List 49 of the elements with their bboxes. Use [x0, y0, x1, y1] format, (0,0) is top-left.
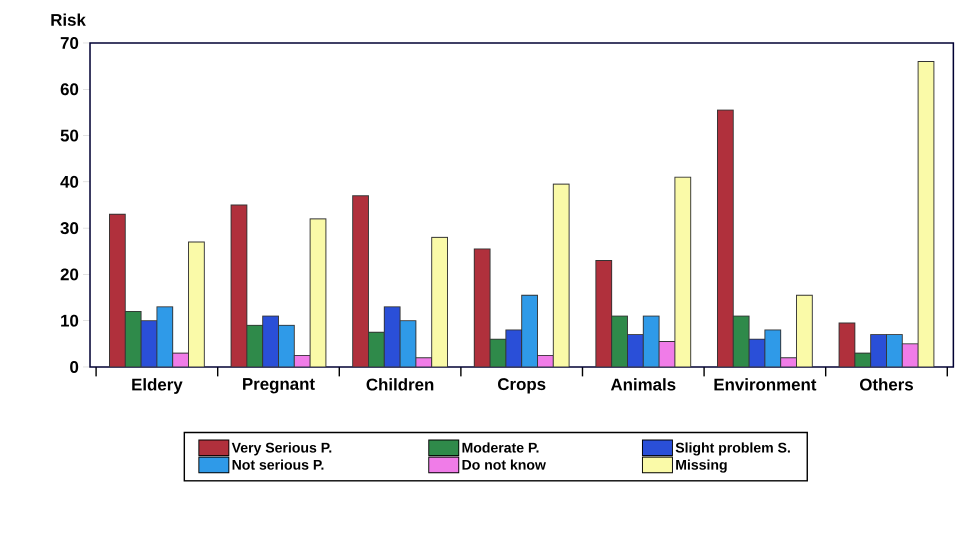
bar — [886, 334, 903, 367]
x-tick-label: Children — [366, 378, 434, 391]
bar — [140, 320, 158, 367]
y-tick-label: 30 — [60, 222, 78, 234]
bar — [310, 218, 326, 367]
bar — [352, 195, 369, 367]
y-tick-label: 40 — [60, 176, 78, 188]
bar — [521, 294, 538, 367]
y-tick-label: 20 — [60, 268, 78, 280]
bar — [552, 184, 570, 367]
x-tick-label: Environment — [714, 378, 816, 391]
legend-label: Missing — [676, 459, 727, 473]
bar — [474, 248, 491, 367]
bar — [838, 322, 856, 367]
y-tick-label: 10 — [61, 314, 78, 327]
bar — [384, 306, 401, 367]
y-axis-title: Risk — [51, 13, 86, 26]
bar — [870, 334, 887, 367]
y-tick-label: 50 — [60, 130, 78, 142]
x-tick-label: Others — [860, 378, 913, 391]
bar — [278, 324, 295, 367]
bar — [431, 236, 448, 367]
bar — [262, 316, 279, 367]
bar — [749, 339, 765, 367]
bar — [674, 176, 692, 367]
bar — [156, 306, 174, 367]
bar — [796, 295, 812, 367]
bar — [230, 204, 248, 367]
bar — [400, 320, 416, 367]
bar — [658, 341, 676, 367]
y-tick-label: 0 — [70, 361, 78, 373]
y-tick-label: 60 — [60, 83, 78, 96]
x-tick-label: Pregnant — [243, 378, 315, 394]
bar — [109, 214, 126, 367]
x-tick-label: Crops — [498, 378, 546, 394]
x-tick-label: Animals — [610, 378, 676, 391]
bar — [595, 260, 612, 367]
legend-label: Slight problem S. — [676, 442, 790, 456]
bar — [716, 110, 734, 367]
bar — [918, 61, 934, 367]
legend-label: Moderate P. — [462, 442, 538, 453]
bar — [188, 242, 205, 367]
bar — [642, 316, 660, 367]
y-tick-label: 70 — [60, 37, 78, 49]
legend-label: Do not know — [462, 459, 546, 470]
x-tick-label: Eldery — [132, 378, 183, 394]
legend-label: Very Serious P. — [232, 442, 332, 456]
bar — [627, 334, 644, 367]
legend-label: Not serious P. — [232, 459, 324, 470]
